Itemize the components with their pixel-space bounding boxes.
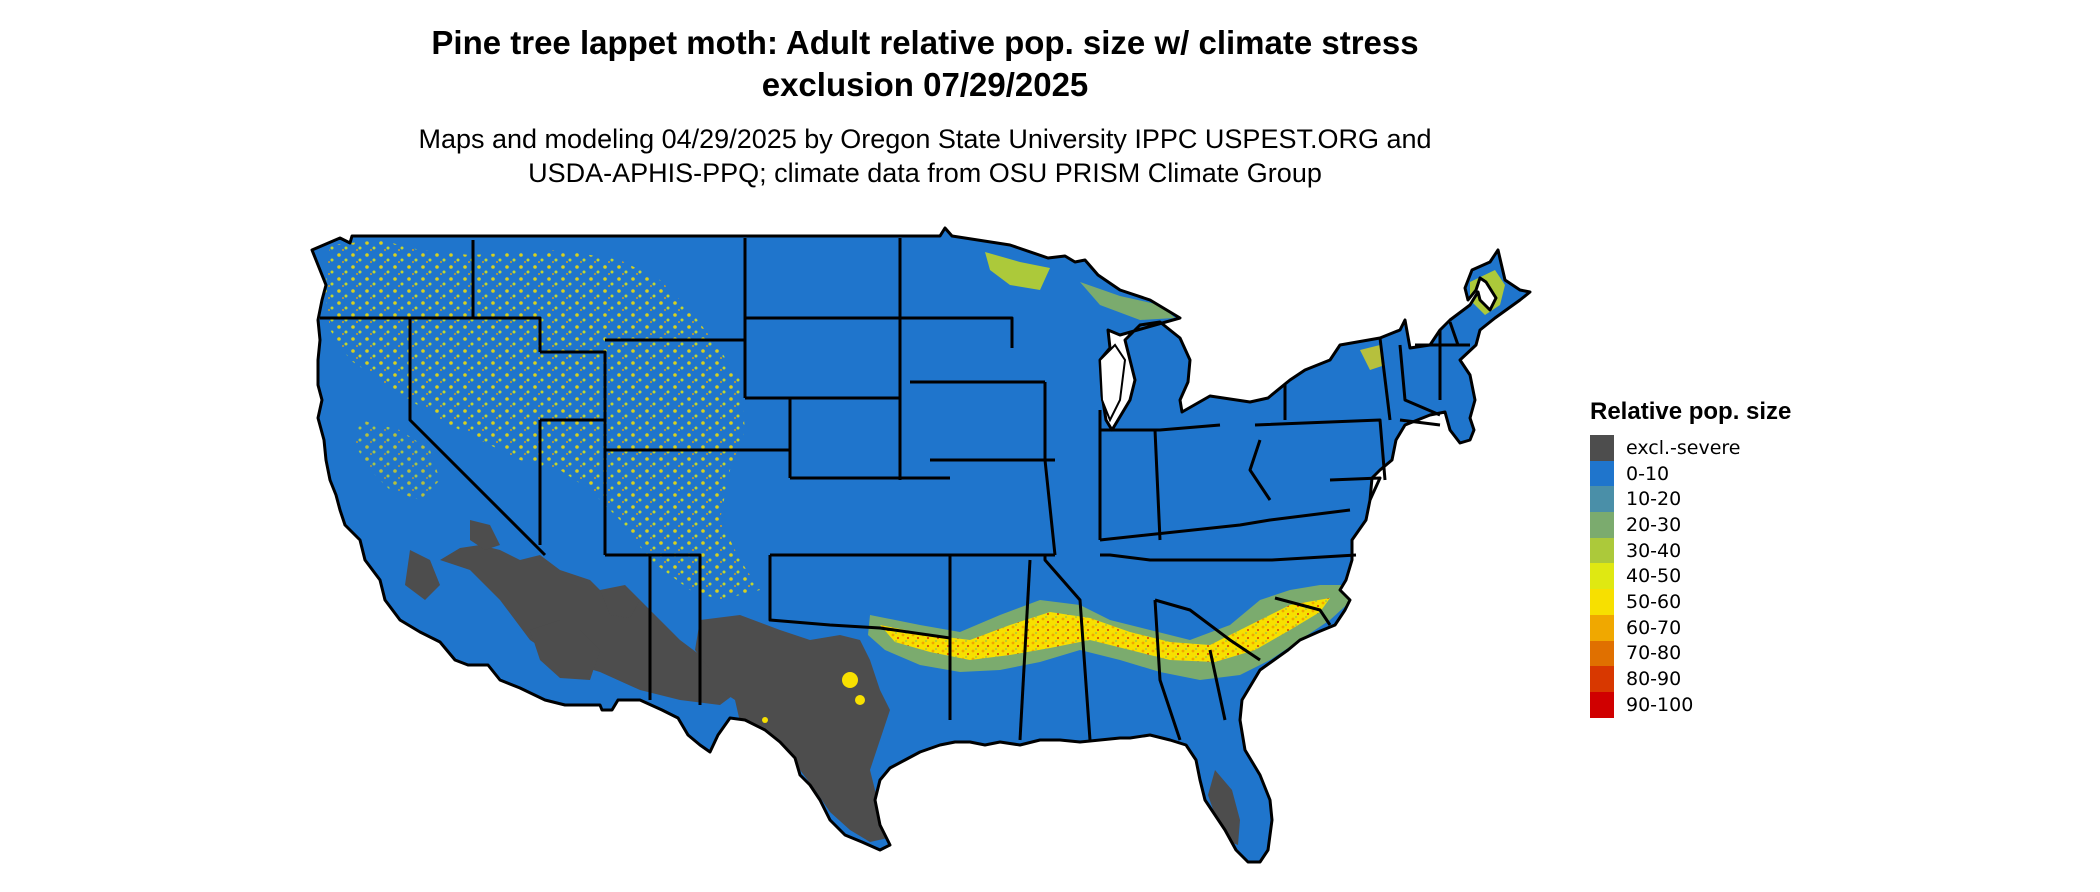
legend-swatch xyxy=(1590,486,1614,513)
state-boundaries xyxy=(310,226,1532,864)
legend-title: Relative pop. size xyxy=(1590,398,1792,425)
legend-label: 10-20 xyxy=(1626,488,1682,511)
legend-swatch xyxy=(1590,666,1614,692)
map-subtitle-line-1: Maps and modeling 04/29/2025 by Oregon S… xyxy=(418,124,1432,154)
legend-swatch xyxy=(1590,460,1614,487)
legend-item: 80-90 xyxy=(1590,666,1890,692)
legend-label: 0-10 xyxy=(1626,462,1670,485)
lake-michigan xyxy=(1098,343,1127,423)
legend-label: 40-50 xyxy=(1626,565,1682,588)
legend-label: 70-80 xyxy=(1626,642,1682,665)
legend-swatch xyxy=(1590,691,1614,718)
excluded-regions xyxy=(405,520,1240,845)
legend-swatch xyxy=(1590,614,1614,641)
legend-swatch xyxy=(1590,435,1614,461)
map-title-line-2: exclusion 07/29/2025 xyxy=(761,66,1089,103)
legend-label: 50-60 xyxy=(1626,590,1682,613)
legend-item: 50-60 xyxy=(1590,589,1890,615)
legend-swatch xyxy=(1590,512,1614,538)
legend-item: 60-70 xyxy=(1590,614,1890,641)
map-subtitle: Maps and modeling 04/29/2025 by Oregon S… xyxy=(300,122,1550,190)
legend-item: 20-30 xyxy=(1590,512,1890,538)
legend-item: 30-40 xyxy=(1590,537,1890,564)
legend-label: 30-40 xyxy=(1626,539,1682,562)
legend-item: 40-50 xyxy=(1590,563,1890,590)
legend-label: excl.-severe xyxy=(1626,436,1741,459)
map-title-line-1: Pine tree lappet moth: Adult relative po… xyxy=(431,24,1419,61)
legend-swatch xyxy=(1590,640,1614,667)
legend-label: 80-90 xyxy=(1626,668,1682,691)
legend-item: 70-80 xyxy=(1590,640,1890,667)
legend-items: excl.-severe 0-10 10-20 20-30 30-40 40-50 50-6… xyxy=(1590,435,1890,718)
southern-suitability-band xyxy=(868,585,1352,680)
map-title: Pine tree lappet moth: Adult relative po… xyxy=(300,22,1550,106)
legend-item: 0-10 xyxy=(1590,460,1890,487)
legend-swatch xyxy=(1590,537,1614,564)
great-lakes xyxy=(1098,343,1127,423)
map-subtitle-line-2: USDA-APHIS-PPQ; climate data from OSU PR… xyxy=(528,158,1322,188)
legend-swatch xyxy=(1590,589,1614,615)
legend: Relative pop. size excl.-severe 0-10 10-20… xyxy=(1590,395,1890,718)
legend-swatch xyxy=(1590,563,1614,590)
legend-item: excl.-severe xyxy=(1590,435,1890,461)
legend-label: 60-70 xyxy=(1626,616,1682,639)
legend-label: 20-30 xyxy=(1626,513,1682,536)
legend-item: 90-100 xyxy=(1590,691,1890,718)
legend-label: 90-100 xyxy=(1626,693,1694,716)
legend-item: 10-20 xyxy=(1590,486,1890,513)
